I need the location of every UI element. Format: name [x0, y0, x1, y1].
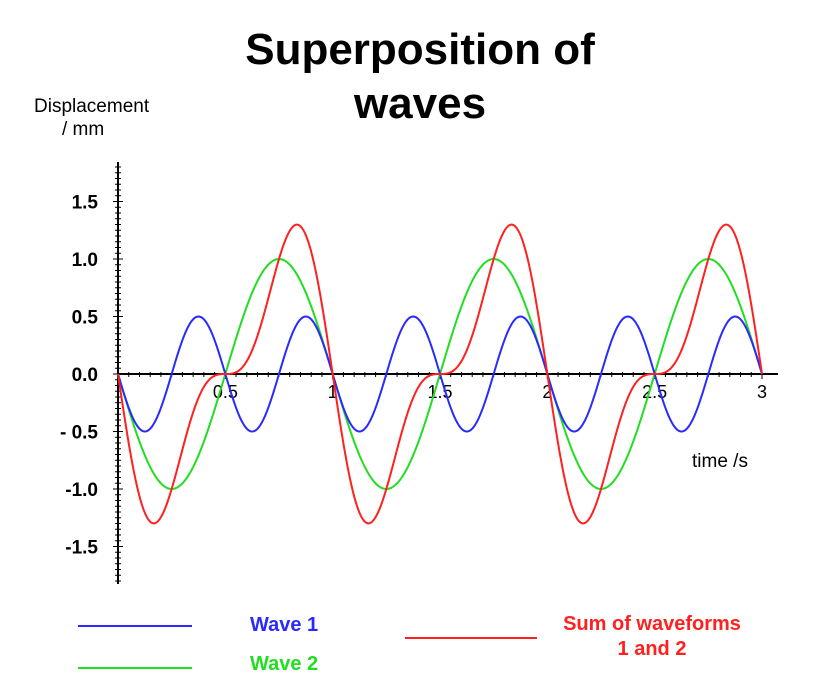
y-tick-label: 1.0 — [72, 250, 98, 271]
y-tick-label: 0.0 — [72, 365, 98, 386]
y-tick-label: -1.5 — [65, 538, 98, 559]
y-tick-label: -1.0 — [65, 480, 98, 501]
y-axis-label-line1: Displacement — [34, 96, 150, 117]
chart-title-line2: waves — [353, 79, 486, 128]
legend-label-wave-1: Wave 1 — [250, 614, 318, 636]
chart-title-line1: Superposition of — [245, 25, 595, 74]
series-line-3 — [117, 223, 763, 525]
legend-label-sum-line2: 1 and 2 — [618, 638, 687, 660]
axes: 1.5 1.0 0.5 0.0 - 0.5 -1.0 -1.5 0.5 1 1.5 2 2.5 3 — [60, 162, 778, 584]
y-tick-label: - 0.5 — [60, 423, 98, 444]
legend-label-sum-line1: Sum of waveforms — [563, 613, 741, 635]
y-tick-label: 0.5 — [72, 308, 99, 329]
x-axis-label: time /s — [692, 451, 748, 472]
series-layer — [117, 223, 763, 525]
legend-label-wave-2: Wave 2 — [250, 653, 318, 675]
x-tick-label: 0.5 — [213, 382, 238, 402]
x-tick-label: 2 — [542, 382, 552, 402]
x-tick-label: 1.5 — [427, 382, 452, 402]
y-axis-label-line2: / mm — [62, 119, 104, 140]
x-tick-label: 2.5 — [642, 382, 667, 402]
x-tick-label: 3 — [757, 382, 767, 402]
x-tick-label: 1 — [328, 382, 338, 402]
y-tick-label: 1.5 — [72, 193, 99, 214]
